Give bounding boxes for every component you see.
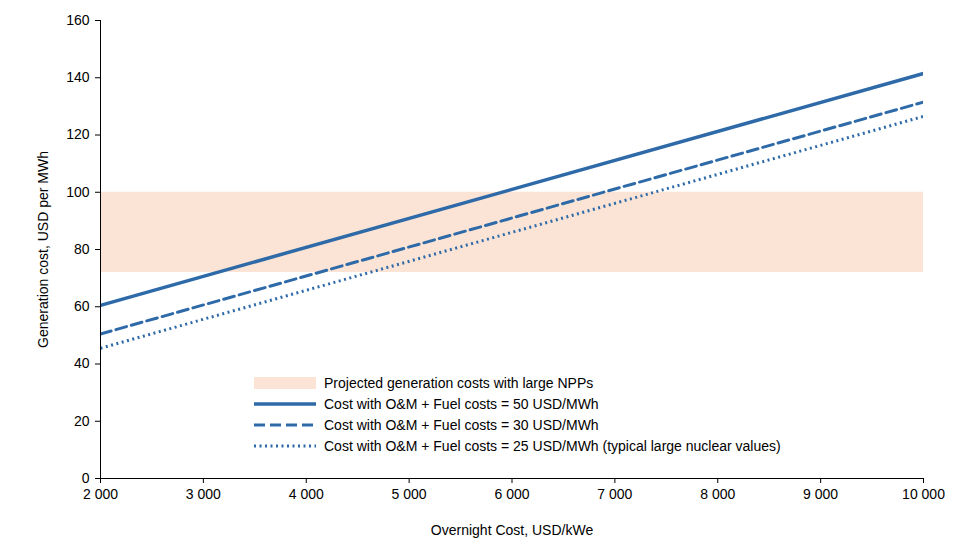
svg-text:80: 80 [74, 241, 90, 257]
svg-text:40: 40 [74, 355, 90, 371]
html-text:Cost with O&M + Fuel costs = 2: Cost with O&M + Fuel costs = 25 USD/MWh … [324, 437, 781, 454]
svg-text:2 000: 2 000 [83, 486, 118, 502]
svg-text:120: 120 [66, 126, 90, 142]
svg-text:3 000: 3 000 [186, 486, 221, 502]
svg-text:20: 20 [74, 413, 90, 429]
svg-text:60: 60 [74, 298, 90, 314]
svg-text:Overnight Cost, USD/kWe: Overnight Cost, USD/kWe [431, 522, 594, 538]
svg-text:160: 160 [66, 12, 90, 28]
svg-text:4 000: 4 000 [289, 486, 324, 502]
svg-text:9 000: 9 000 [803, 486, 838, 502]
svg-text:Generation cost, USD per MWh: Generation cost, USD per MWh [35, 151, 51, 348]
html-text:Cost with O&M + Fuel costs = 3: Cost with O&M + Fuel costs = 30 USD/MWh [324, 416, 599, 433]
html-text:Cost with O&M + Fuel costs = 5: Cost with O&M + Fuel costs = 50 USD/MWh [324, 395, 599, 412]
svg-text:0: 0 [82, 470, 90, 486]
html-text:Projected generation costs wit: Projected generation costs with large NP… [324, 374, 594, 391]
svg-text:8 000: 8 000 [700, 486, 735, 502]
svg-text:10 000: 10 000 [902, 486, 945, 502]
svg-text:6 000: 6 000 [494, 486, 529, 502]
svg-text:100: 100 [66, 184, 90, 200]
svg-text:5 000: 5 000 [392, 486, 427, 502]
svg-text:140: 140 [66, 69, 90, 85]
svg-text:7 000: 7 000 [597, 486, 632, 502]
